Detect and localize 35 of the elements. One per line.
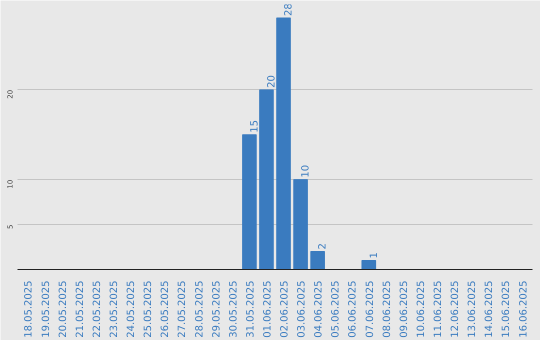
data-label: 20 [266, 75, 278, 88]
x-tick-label: 04.06.2025 [314, 280, 325, 338]
x-tick-label: 22.05.2025 [92, 280, 103, 338]
x-tick-label: 19.05.2025 [40, 280, 52, 338]
x-tick-label: 27.05.2025 [177, 280, 188, 338]
x-tick-label: 21.05.2025 [74, 280, 86, 338]
x-tick-label: 10.06.2025 [416, 280, 427, 338]
x-tick-label: 12.06.2025 [450, 280, 462, 338]
x-tick-label: 06.06.2025 [348, 280, 359, 338]
x-tick-label: 03.06.2025 [296, 280, 308, 338]
x-tick-label: 11.06.2025 [433, 280, 444, 338]
x-tick-label: 26.05.2025 [160, 280, 172, 338]
x-tick-label: 01.06.2025 [262, 280, 274, 338]
x-tick-label: 20.05.2025 [58, 280, 69, 338]
x-tick-label: 07.06.2025 [364, 280, 376, 338]
x-tick-label: 24.05.2025 [126, 280, 138, 338]
x-tick-label: 09.06.2025 [398, 280, 410, 338]
x-tick-label: 18.05.2025 [24, 280, 35, 338]
x-tick-label: 15.06.2025 [501, 280, 512, 338]
data-label: 2 [318, 243, 329, 250]
data-label: 15 [249, 120, 260, 133]
x-tick-label: 28.05.2025 [194, 280, 206, 338]
x-tick-label: 02.06.2025 [280, 280, 291, 338]
data-label: 1 [368, 252, 380, 259]
x-tick-label: 30.05.2025 [228, 280, 240, 338]
x-tick-label: 14.06.2025 [484, 280, 496, 338]
data-label: 10 [300, 164, 312, 178]
x-tick-label: 23.05.2025 [108, 280, 120, 338]
x-tick-label: 31.05.2025 [245, 280, 256, 338]
x-tick-label: 05.06.2025 [330, 280, 342, 338]
x-tick-label: 08.06.2025 [382, 280, 393, 338]
x-tick-label: 13.06.2025 [467, 280, 478, 338]
x-tick-label: 25.05.2025 [143, 280, 154, 338]
x-tick-label: 29.05.2025 [211, 280, 222, 338]
x-tick-label: 16.06.2025 [518, 280, 530, 338]
